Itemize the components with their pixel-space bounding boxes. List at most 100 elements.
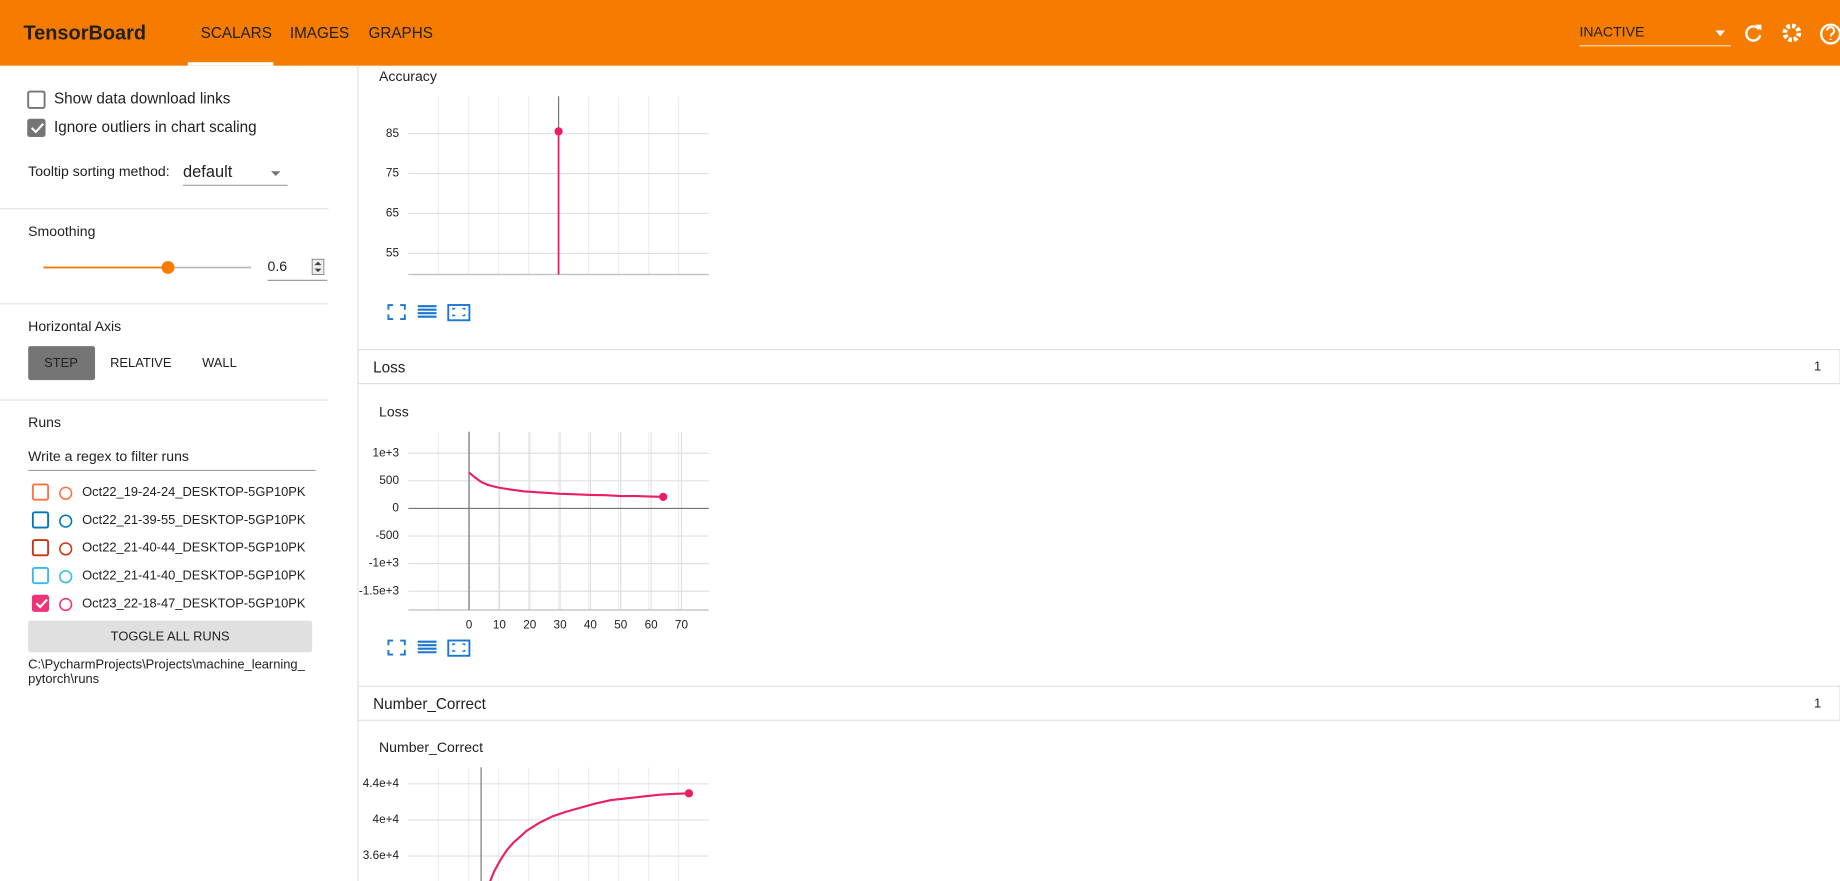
- dropdown-arrow: [271, 171, 281, 176]
- y-tick-label: 85: [386, 127, 400, 140]
- run-name: Oct22_21-41-40_DESKTOP-5GP10PK: [82, 568, 306, 583]
- nav-tab[interactable]: IMAGES: [290, 25, 349, 42]
- y-tick-label: -1e+3: [369, 557, 399, 570]
- checkbox[interactable]: [31, 511, 50, 529]
- chart-title: Accuracy: [379, 68, 437, 84]
- y-tick-label: 0: [392, 502, 399, 515]
- x-tick-label: 60: [645, 618, 659, 631]
- settings-center: [1788, 29, 1795, 36]
- axis-button-active[interactable]: [28, 346, 96, 381]
- section-count: 1: [1814, 695, 1821, 710]
- status-dropdown[interactable]: INACTIVE: [1579, 24, 1644, 40]
- section-title: Number_Correct: [373, 696, 486, 713]
- data-table-icon[interactable]: [417, 305, 437, 318]
- fullscreen-icon[interactable]: [387, 639, 406, 656]
- y-tick-label: 3.6e+4: [363, 849, 400, 862]
- run-filter[interactable]: Write a regex to filter runs: [28, 448, 189, 464]
- fit-domain-icon[interactable]: [447, 639, 471, 657]
- slider-knob[interactable]: [161, 261, 175, 274]
- smoothing-label: Smoothing: [28, 223, 95, 239]
- checkmark: [30, 123, 44, 134]
- checkbox[interactable]: [31, 483, 50, 501]
- nav-tab[interactable]: SCALARS: [201, 25, 272, 42]
- section-header[interactable]: [357, 685, 1840, 721]
- x-tick-label: 10: [493, 618, 507, 631]
- dropdown-arrow: [1715, 30, 1725, 37]
- checkbox[interactable]: [31, 594, 50, 612]
- reload-arrow: [1755, 24, 1762, 31]
- tooltip-label: Tooltip sorting method:: [28, 163, 170, 179]
- x-tick-label: 20: [523, 618, 537, 631]
- run-color-circle: [59, 486, 73, 500]
- nav-tab[interactable]: GRAPHS: [368, 25, 432, 42]
- run-name: Oct23_22-18-47_DESKTOP-5GP10PK: [82, 595, 306, 610]
- series-point: [554, 127, 563, 136]
- series-line: [489, 792, 690, 881]
- y-tick-label: 500: [379, 474, 399, 487]
- app-title: TensorBoard: [23, 22, 146, 44]
- section-header[interactable]: [357, 348, 1840, 385]
- reload-icon[interactable]: [1745, 25, 1762, 42]
- tooltip-dropdown[interactable]: default: [183, 163, 233, 181]
- y-tick-label: 55: [386, 246, 400, 259]
- x-tick-label: 40: [584, 618, 598, 631]
- y-tick-label: 1e+3: [373, 446, 399, 459]
- run-name: Oct22_19-24-24_DESKTOP-5GP10PK: [82, 484, 306, 499]
- checkbox-label: Show data download links: [54, 91, 231, 108]
- horizontal-axis-label: Horizontal Axis: [28, 318, 121, 334]
- runs-label: Runs: [28, 414, 61, 430]
- fit-domain-icon[interactable]: [447, 304, 471, 322]
- y-tick-label: 4e+4: [373, 813, 400, 826]
- settings-icon[interactable]: [1782, 23, 1802, 43]
- series-point: [684, 789, 694, 798]
- toggle-all-label: TOGGLE ALL RUNS: [111, 628, 230, 643]
- help-icon[interactable]: [1820, 23, 1840, 45]
- checkmark: [35, 598, 48, 609]
- toggle-all-button[interactable]: [28, 620, 313, 653]
- y-tick-label: -500: [376, 529, 400, 542]
- y-tick-label: 65: [386, 207, 400, 220]
- x-tick-label: 50: [614, 618, 628, 631]
- axis-option[interactable]: STEP: [44, 355, 78, 370]
- checkbox[interactable]: [27, 118, 46, 138]
- checkbox[interactable]: [31, 539, 50, 557]
- run-name: Oct22_21-39-55_DESKTOP-5GP10PK: [82, 512, 306, 527]
- log-dir: pytorch\runs: [28, 671, 99, 686]
- checkbox[interactable]: [31, 566, 50, 585]
- checkbox-label: Ignore outliers in chart scaling: [54, 119, 257, 136]
- fit-domain-inner: [452, 307, 466, 317]
- checkbox[interactable]: [27, 90, 46, 109]
- log-dir: C:\PycharmProjects\Projects\machine_lear…: [28, 657, 305, 672]
- fullscreen-icon[interactable]: [387, 304, 406, 321]
- y-tick-label: 75: [386, 167, 400, 180]
- run-color-circle: [59, 597, 73, 612]
- fit-domain-inner: [452, 643, 466, 652]
- help-mark: [1826, 26, 1836, 40]
- data-table-icon[interactable]: [417, 640, 437, 654]
- y-tick-label: 4.4e+4: [363, 777, 400, 790]
- axis-option[interactable]: WALL: [202, 355, 237, 370]
- run-color-circle: [59, 570, 73, 584]
- run-name: Oct22_21-40-44_DESKTOP-5GP10PK: [82, 540, 306, 555]
- header-bar: [0, 0, 1840, 66]
- run-color-circle: [59, 514, 73, 528]
- y-tick-label: -1.5e+3: [359, 584, 399, 597]
- section-title: Loss: [373, 359, 406, 376]
- active-tab-underline: [187, 62, 274, 66]
- x-tick-label: 0: [466, 618, 473, 631]
- series-line: [468, 471, 664, 498]
- chart-title: Number_Correct: [379, 739, 483, 755]
- spinner[interactable]: [311, 258, 325, 275]
- series-point: [659, 492, 668, 501]
- axis-option[interactable]: RELATIVE: [110, 355, 172, 370]
- run-color-circle: [59, 542, 73, 556]
- x-tick-label: 30: [554, 618, 568, 631]
- spinner-arrows: [314, 261, 322, 273]
- smoothing-input[interactable]: 0.6: [268, 258, 288, 274]
- chart-title: Loss: [379, 404, 409, 420]
- section-count: 1: [1814, 359, 1821, 374]
- x-tick-label: 70: [675, 618, 689, 631]
